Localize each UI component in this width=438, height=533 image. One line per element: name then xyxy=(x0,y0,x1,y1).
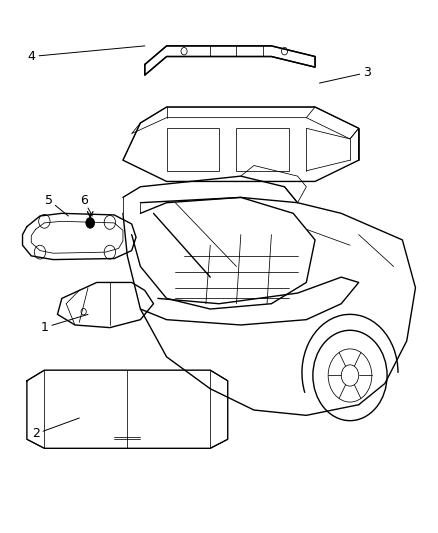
Text: 3: 3 xyxy=(364,66,371,79)
Circle shape xyxy=(86,217,95,228)
Text: 2: 2 xyxy=(32,427,39,440)
Text: 5: 5 xyxy=(45,193,53,207)
Text: 6: 6 xyxy=(80,193,88,207)
Text: 1: 1 xyxy=(40,321,48,334)
Text: 4: 4 xyxy=(27,50,35,63)
